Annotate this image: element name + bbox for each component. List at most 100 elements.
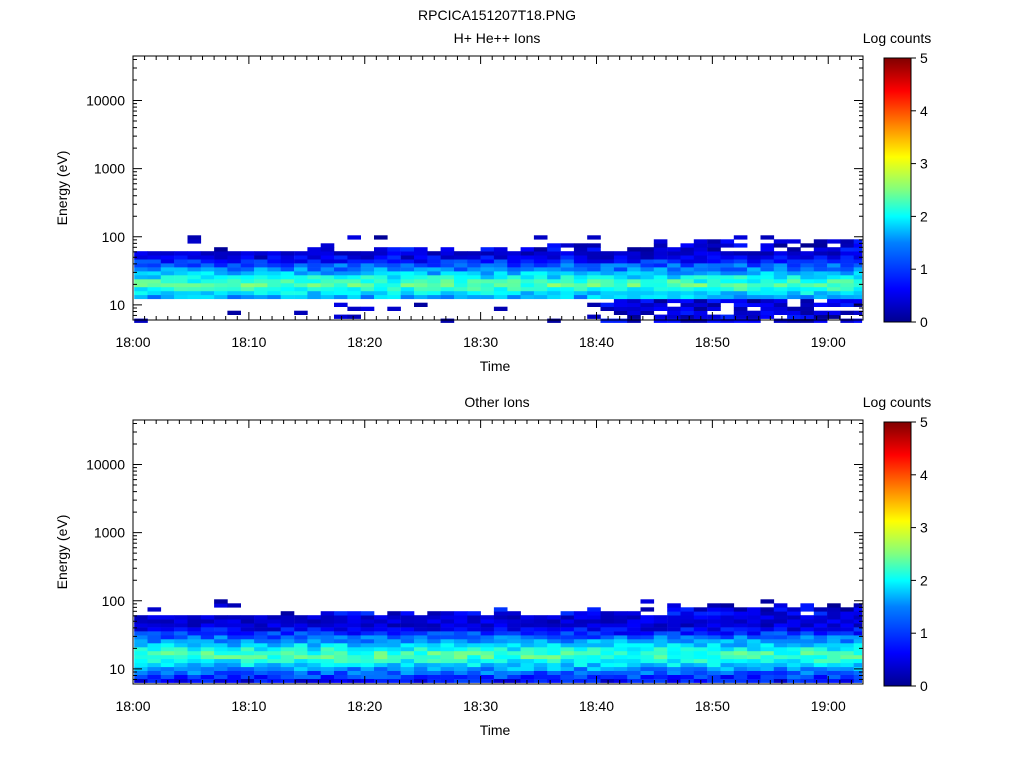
heatmap-cell (200, 631, 215, 636)
heatmap-cell (693, 611, 708, 616)
heatmap-cell (240, 654, 255, 660)
heatmap-cell (840, 658, 854, 664)
heatmap-cell (400, 646, 415, 652)
heatmap-cell (733, 251, 748, 256)
heatmap-cell (613, 279, 628, 284)
heatmap-cell (560, 623, 575, 628)
heatmap-cell (547, 650, 561, 656)
heatmap-cell (134, 286, 148, 292)
heatmap-cell (427, 654, 441, 660)
heatmap-cell (214, 670, 228, 675)
heatmap-cell (853, 286, 863, 292)
heatmap-cell (360, 654, 375, 660)
heatmap-cell (680, 267, 695, 272)
heatmap-cell (454, 611, 468, 616)
heatmap-cell (707, 639, 721, 644)
heatmap-cell (667, 314, 681, 319)
heatmap-cell (693, 666, 708, 671)
heatmap-cell (400, 290, 415, 296)
heatmap-cell (240, 294, 255, 300)
heatmap-cell (320, 627, 335, 632)
heatmap-cell (174, 666, 188, 671)
heatmap-cell (307, 251, 321, 256)
heatmap-cell (827, 615, 841, 620)
heatmap-cell (374, 619, 388, 624)
heatmap-cell (787, 654, 801, 660)
heatmap-cell (693, 639, 708, 644)
heatmap-cell (480, 251, 495, 256)
heatmap-cell (400, 615, 415, 620)
heatmap-cell (174, 271, 188, 276)
heatmap-cell (134, 650, 148, 656)
heatmap-cell (653, 318, 668, 323)
heatmap-cell (613, 302, 628, 307)
heatmap-cell (267, 674, 281, 679)
heatmap-cell (693, 631, 708, 636)
heatmap-cell (200, 646, 215, 652)
heatmap-cell (507, 670, 521, 675)
heatmap-cell (787, 658, 801, 664)
heatmap-cell (227, 251, 241, 256)
heatmap-cell (613, 627, 628, 632)
heatmap-cell (347, 631, 361, 636)
heatmap-cell (547, 290, 561, 296)
heatmap-cell (294, 263, 308, 268)
heatmap-cell (760, 279, 775, 284)
heatmap-cell (760, 619, 775, 624)
heatmap-cell (187, 678, 202, 683)
heatmap-cell (387, 306, 401, 311)
heatmap-cell (227, 282, 241, 288)
heatmap-cell (227, 635, 241, 640)
heatmap-cell (573, 662, 588, 668)
heatmap-cell (134, 658, 148, 664)
heatmap-cell (613, 318, 628, 323)
heatmap-cell (254, 255, 268, 260)
heatmap-cell (800, 658, 814, 664)
colorbar-tick-label: 0 (920, 678, 928, 694)
heatmap-cell (680, 290, 695, 296)
heatmap-cell (134, 639, 148, 644)
heatmap-cell (653, 627, 668, 632)
heatmap-cell (733, 267, 748, 272)
heatmap-cell (187, 239, 202, 244)
heatmap-cell (560, 282, 575, 288)
heatmap-cell (520, 286, 535, 292)
heatmap-cell (613, 666, 628, 671)
heatmap-cell (454, 662, 468, 668)
heatmap-cell (454, 290, 468, 296)
heatmap-cell (347, 674, 361, 679)
heatmap-cell (240, 251, 255, 256)
heatmap-cell (840, 310, 854, 315)
heatmap-cell (773, 607, 788, 612)
heatmap-cell (827, 635, 841, 640)
heatmap-cell (174, 615, 188, 620)
heatmap-cell (294, 286, 308, 292)
heatmap-cell (414, 271, 428, 276)
heatmap-cell (640, 619, 655, 624)
heatmap-cell (853, 611, 863, 616)
heatmap-cell (547, 643, 561, 648)
heatmap-cell (414, 251, 428, 256)
heatmap-cell (813, 271, 828, 276)
heatmap-cell (800, 275, 814, 280)
heatmap-cell (733, 658, 748, 664)
heatmap-cell (480, 267, 495, 272)
heatmap-cell (813, 631, 828, 636)
heatmap-cell (600, 306, 615, 311)
heatmap-cell (640, 623, 655, 628)
heatmap-cell (573, 646, 588, 652)
heatmap-cell (827, 247, 841, 252)
heatmap-cell (414, 662, 428, 668)
heatmap-cell (387, 259, 401, 264)
heatmap-cell (800, 310, 814, 315)
heatmap-cell (160, 650, 175, 656)
heatmap-cell (773, 294, 788, 300)
heatmap-cell (334, 658, 348, 664)
heatmap-cell (214, 666, 228, 671)
heatmap-cell (573, 658, 588, 664)
heatmap-cell (613, 263, 628, 268)
heatmap-cell (640, 646, 655, 652)
heatmap-cell (747, 631, 761, 636)
heatmap-cell (214, 275, 228, 280)
heatmap-cell (693, 643, 708, 648)
